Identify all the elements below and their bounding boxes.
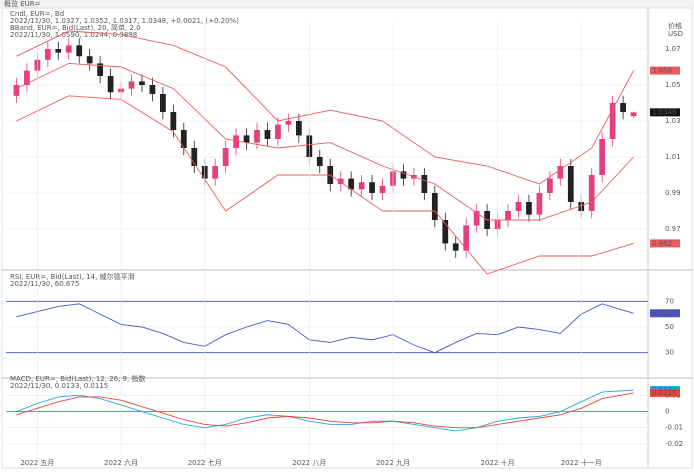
last-value-label: 0.0115 <box>652 389 677 397</box>
candle-body <box>97 63 104 76</box>
last-value-box <box>650 309 680 318</box>
info-line: 2022/11/30, 1.0327, 1.0352, 1.0317, 1.03… <box>10 17 239 25</box>
last-price-label: 1.0348 <box>652 108 677 116</box>
candle-body <box>86 56 93 64</box>
candle-body <box>160 94 166 112</box>
y-tick-label: -0.01 <box>665 424 683 432</box>
candle-body <box>44 49 51 60</box>
candle-body <box>546 178 553 193</box>
x-tick-label: 2022 七月 <box>188 458 222 467</box>
y-tick-label: 50 <box>665 323 674 331</box>
y-tick-label: 1.05 <box>665 81 681 89</box>
info-line: 2022/11/30, 1.0590, 1.0244, 0.9898 <box>10 31 137 39</box>
candle-body <box>139 81 145 85</box>
last-value-label: 60.675 <box>652 309 677 317</box>
last-value-box <box>650 66 680 75</box>
candle-body <box>557 166 564 179</box>
candle-body <box>536 193 543 215</box>
frame <box>1 7 693 469</box>
y-tick-label: -0.02 <box>665 440 683 448</box>
candle-body <box>473 211 480 226</box>
candle-body <box>212 166 219 179</box>
y-tick-label: 0.97 <box>665 225 681 233</box>
candle-body <box>222 148 229 166</box>
y-tick-label: 0.99 <box>665 189 681 197</box>
x-tick-label: 2022 六月 <box>104 458 138 467</box>
y-tick-label: 30 <box>665 349 674 357</box>
window-title: 概览 EUR= <box>4 0 41 8</box>
candle-body <box>442 220 449 244</box>
candle-body <box>13 85 20 96</box>
candle-body <box>567 166 574 202</box>
candle-body <box>358 182 365 190</box>
last-price-box <box>650 108 680 117</box>
candle-body <box>191 148 198 166</box>
candle-body <box>128 81 135 89</box>
x-tick-label: 2022 十一月 <box>561 458 602 467</box>
candle-body <box>316 157 323 166</box>
x-tick-label: 2022 九月 <box>376 458 410 467</box>
candle-body <box>76 45 83 57</box>
candle-body <box>55 49 62 53</box>
series-line <box>16 303 634 354</box>
y-tick-label: 70 <box>665 297 674 305</box>
x-tick-label: 2022 十月 <box>481 458 515 467</box>
candle-body <box>630 112 637 117</box>
series-line <box>16 389 634 432</box>
candle-body <box>170 112 177 130</box>
candle-body <box>337 178 344 184</box>
info-line: Cndl, EUR=, Bd <box>10 10 64 18</box>
candle-body <box>275 124 281 139</box>
y-tick-label: 1.07 <box>665 45 681 53</box>
candle-body <box>264 130 271 139</box>
x-tick-label: 2022 五月 <box>20 459 54 467</box>
candle-body <box>400 171 407 179</box>
candle-body <box>421 175 428 193</box>
candle-body <box>515 202 522 211</box>
candle-body <box>65 45 72 53</box>
candle-body <box>348 178 355 190</box>
candle-body <box>180 130 187 148</box>
candle-body <box>24 70 30 85</box>
candle-body <box>243 135 250 143</box>
candle-body <box>107 76 114 93</box>
candle-body <box>452 243 459 251</box>
candle-body <box>295 121 302 136</box>
candle-body <box>233 135 239 148</box>
x-tick-label: 2022 八月 <box>292 459 326 467</box>
y-tick-label: 1.03 <box>665 117 681 125</box>
info-line: 2022/11/30, 60.675 <box>10 280 79 288</box>
last-value-label: 1.058 <box>652 67 672 75</box>
candle-body <box>254 130 260 143</box>
candle-body <box>588 175 595 211</box>
candle-body <box>431 193 438 220</box>
candle-body <box>149 85 156 94</box>
last-value-box <box>650 388 680 397</box>
last-value-label: 0.962 <box>652 239 672 247</box>
info-line: 2022/11/30, 0.0133, 0.0115 <box>10 382 108 390</box>
y-tick-label: 1.01 <box>665 153 681 161</box>
candle-body <box>526 202 532 215</box>
candle-body <box>505 211 511 220</box>
candle-body <box>285 121 292 125</box>
title-bar <box>0 0 694 8</box>
info-line: BBand, EUR=, Bid(Last), 20, 简单, 2.0 <box>10 23 141 32</box>
info-line: MACD, EUR=, Bid(Last), 12, 26, 9, 指数 <box>10 374 145 383</box>
series-line <box>16 392 634 429</box>
axis-title: 价格 <box>668 21 682 30</box>
last-value-box <box>650 239 680 248</box>
candle-body <box>620 103 626 112</box>
series-line <box>16 30 634 185</box>
candle-body <box>599 139 606 175</box>
candle-body <box>609 103 616 139</box>
y-tick-label: 0 <box>665 408 669 416</box>
candle-body <box>369 182 375 193</box>
axis-unit: USD <box>668 30 683 38</box>
info-line: RSI, EUR=, Bid(Last), 14, 威尔德平滑 <box>10 272 135 281</box>
candle-body <box>379 185 386 193</box>
series-line <box>16 95 634 275</box>
candle-body <box>463 225 470 251</box>
